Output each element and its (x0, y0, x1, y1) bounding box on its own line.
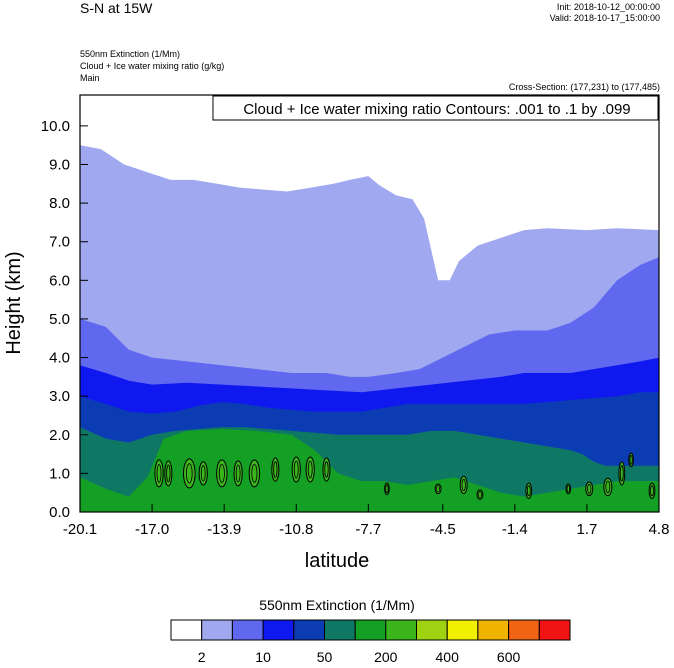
colorbar-swatch-3 (231, 619, 264, 641)
contour-inner-11 (324, 461, 329, 478)
contour-7 (248, 459, 261, 488)
contour-inner-13 (436, 485, 440, 493)
cross-section-label: Cross-Section: (177,231) to (177,485) (508, 82, 660, 92)
y-tick-label: 1.0 (49, 465, 70, 482)
contour-11 (322, 457, 331, 482)
contour-inner-14 (461, 478, 466, 492)
contour-10 (305, 456, 315, 483)
colorbar-label: 200 (374, 649, 398, 665)
valid-time: Valid: 2018-10-17_15:00:00 (549, 13, 660, 23)
colorbar-swatch-13 (538, 619, 571, 641)
colorbar-swatch-6 (324, 619, 356, 641)
y-tick-label: 6.0 (49, 272, 70, 289)
y-tick-label: 9.0 (49, 157, 70, 174)
x-tick-label: 1.7 (576, 521, 597, 538)
x-tick-label: -17.0 (135, 521, 169, 538)
contour-1 (154, 459, 164, 488)
y-tick-label: 5.0 (49, 311, 70, 328)
contour-inner-22 (650, 485, 654, 497)
x-tick-label: -10.8 (279, 521, 313, 538)
y-axis: 0.0 1.0 2.0 3.0 4.0 5.0 6.0 7.0 8.0 9.0 10.0 (41, 118, 88, 521)
contour-inner-12 (385, 484, 389, 494)
init-time: Init: 2018-10-12_00:00:00 (556, 2, 660, 12)
contour-inner-2 (166, 464, 171, 483)
plot-frame (79, 94, 660, 513)
colorbar-swatch-12 (508, 619, 540, 641)
colorbar-label: 10 (255, 649, 271, 665)
contour-inner-17 (566, 485, 570, 493)
contour-inner-5 (218, 463, 225, 483)
y-tick-label: 3.0 (49, 388, 70, 405)
contour-inner-4 (200, 465, 206, 482)
colorbar-title: 550nm Extinction (1/Mm) (259, 597, 415, 613)
colorbar-swatch-10 (446, 619, 479, 641)
contour-6 (233, 460, 243, 487)
y-tick-label: 8.0 (49, 195, 70, 212)
colorbar-label: 2 (198, 649, 206, 665)
x-tick-label: -7.7 (355, 521, 381, 538)
colorbar-swatch-11 (477, 619, 510, 641)
x-tick-label: -20.1 (63, 521, 97, 538)
contour-20 (618, 461, 626, 486)
y-axis-label: Height (km) (3, 251, 25, 354)
extinction-layers (80, 95, 659, 512)
colorbar-swatch-1 (170, 619, 203, 641)
contour-3 (182, 458, 196, 489)
contour-18 (585, 481, 594, 497)
x-tick-label: -13.9 (207, 521, 241, 538)
contour-4 (198, 461, 208, 486)
colorbar-swatch-5 (293, 619, 325, 641)
colorbar-swatch-9 (416, 619, 448, 641)
page-title: S-N at 15W (80, 0, 153, 16)
contour-inner-21 (629, 454, 633, 465)
contour-inner-8 (273, 461, 278, 478)
colorbar-label: 50 (317, 649, 333, 665)
contour-inner-6 (235, 464, 241, 483)
mixing-ratio-contours (154, 452, 656, 500)
contour-5 (216, 459, 228, 488)
contour-inner-10 (307, 460, 313, 479)
y-tick-label: 2.0 (49, 427, 70, 444)
field-line-1: 550nm Extinction (1/Mm) (80, 49, 181, 59)
x-tick-label: 4.8 (649, 521, 670, 538)
y-tick-label: 0.0 (49, 504, 70, 521)
contour-inner-9 (293, 460, 299, 479)
contour-inner-3 (185, 463, 193, 484)
contour-inner-7 (251, 463, 258, 483)
contour-2 (164, 460, 173, 487)
contour-14 (459, 475, 468, 495)
contour-inner-20 (619, 465, 624, 482)
field-line-3: Main (80, 73, 100, 83)
contour-inner-18 (587, 483, 592, 494)
contour-19 (603, 477, 613, 497)
x-tick-label: -1.4 (502, 521, 528, 538)
colorbar-label: 600 (497, 649, 521, 665)
colorbar-swatch-4 (262, 619, 295, 641)
contour-annotation: Cloud + Ice water mixing ratio Contours:… (243, 101, 630, 118)
x-tick-label: -4.5 (430, 521, 456, 538)
contour-inner-15 (478, 491, 482, 499)
field-line-2: Cloud + Ice water mixing ratio (g/kg) (80, 61, 225, 71)
colorbar-swatch-8 (385, 619, 417, 641)
y-tick-label: 4.0 (49, 350, 70, 367)
x-axis-label: latitude (304, 550, 370, 572)
contour-annotation-box (212, 95, 659, 121)
contour-inner-19 (605, 480, 611, 494)
colorbar: 2 10 50 200 400 600 (170, 619, 571, 665)
colorbar-label: 400 (436, 649, 460, 665)
extinction-layer-6 (80, 429, 659, 512)
colorbar-swatch-2 (201, 619, 233, 641)
contour-9 (291, 456, 301, 483)
contour-inner-1 (156, 463, 162, 483)
contour-inner-16 (526, 485, 531, 497)
contour-8 (271, 457, 280, 482)
y-tick-label: 7.0 (49, 234, 70, 251)
y-tick-label: 10.0 (41, 118, 70, 135)
x-axis: -20.1 -17.0 -13.9 -10.8 -7.7 -4.5 -1.4 1.7 4.8 (63, 504, 670, 538)
colorbar-swatch-7 (354, 619, 387, 641)
